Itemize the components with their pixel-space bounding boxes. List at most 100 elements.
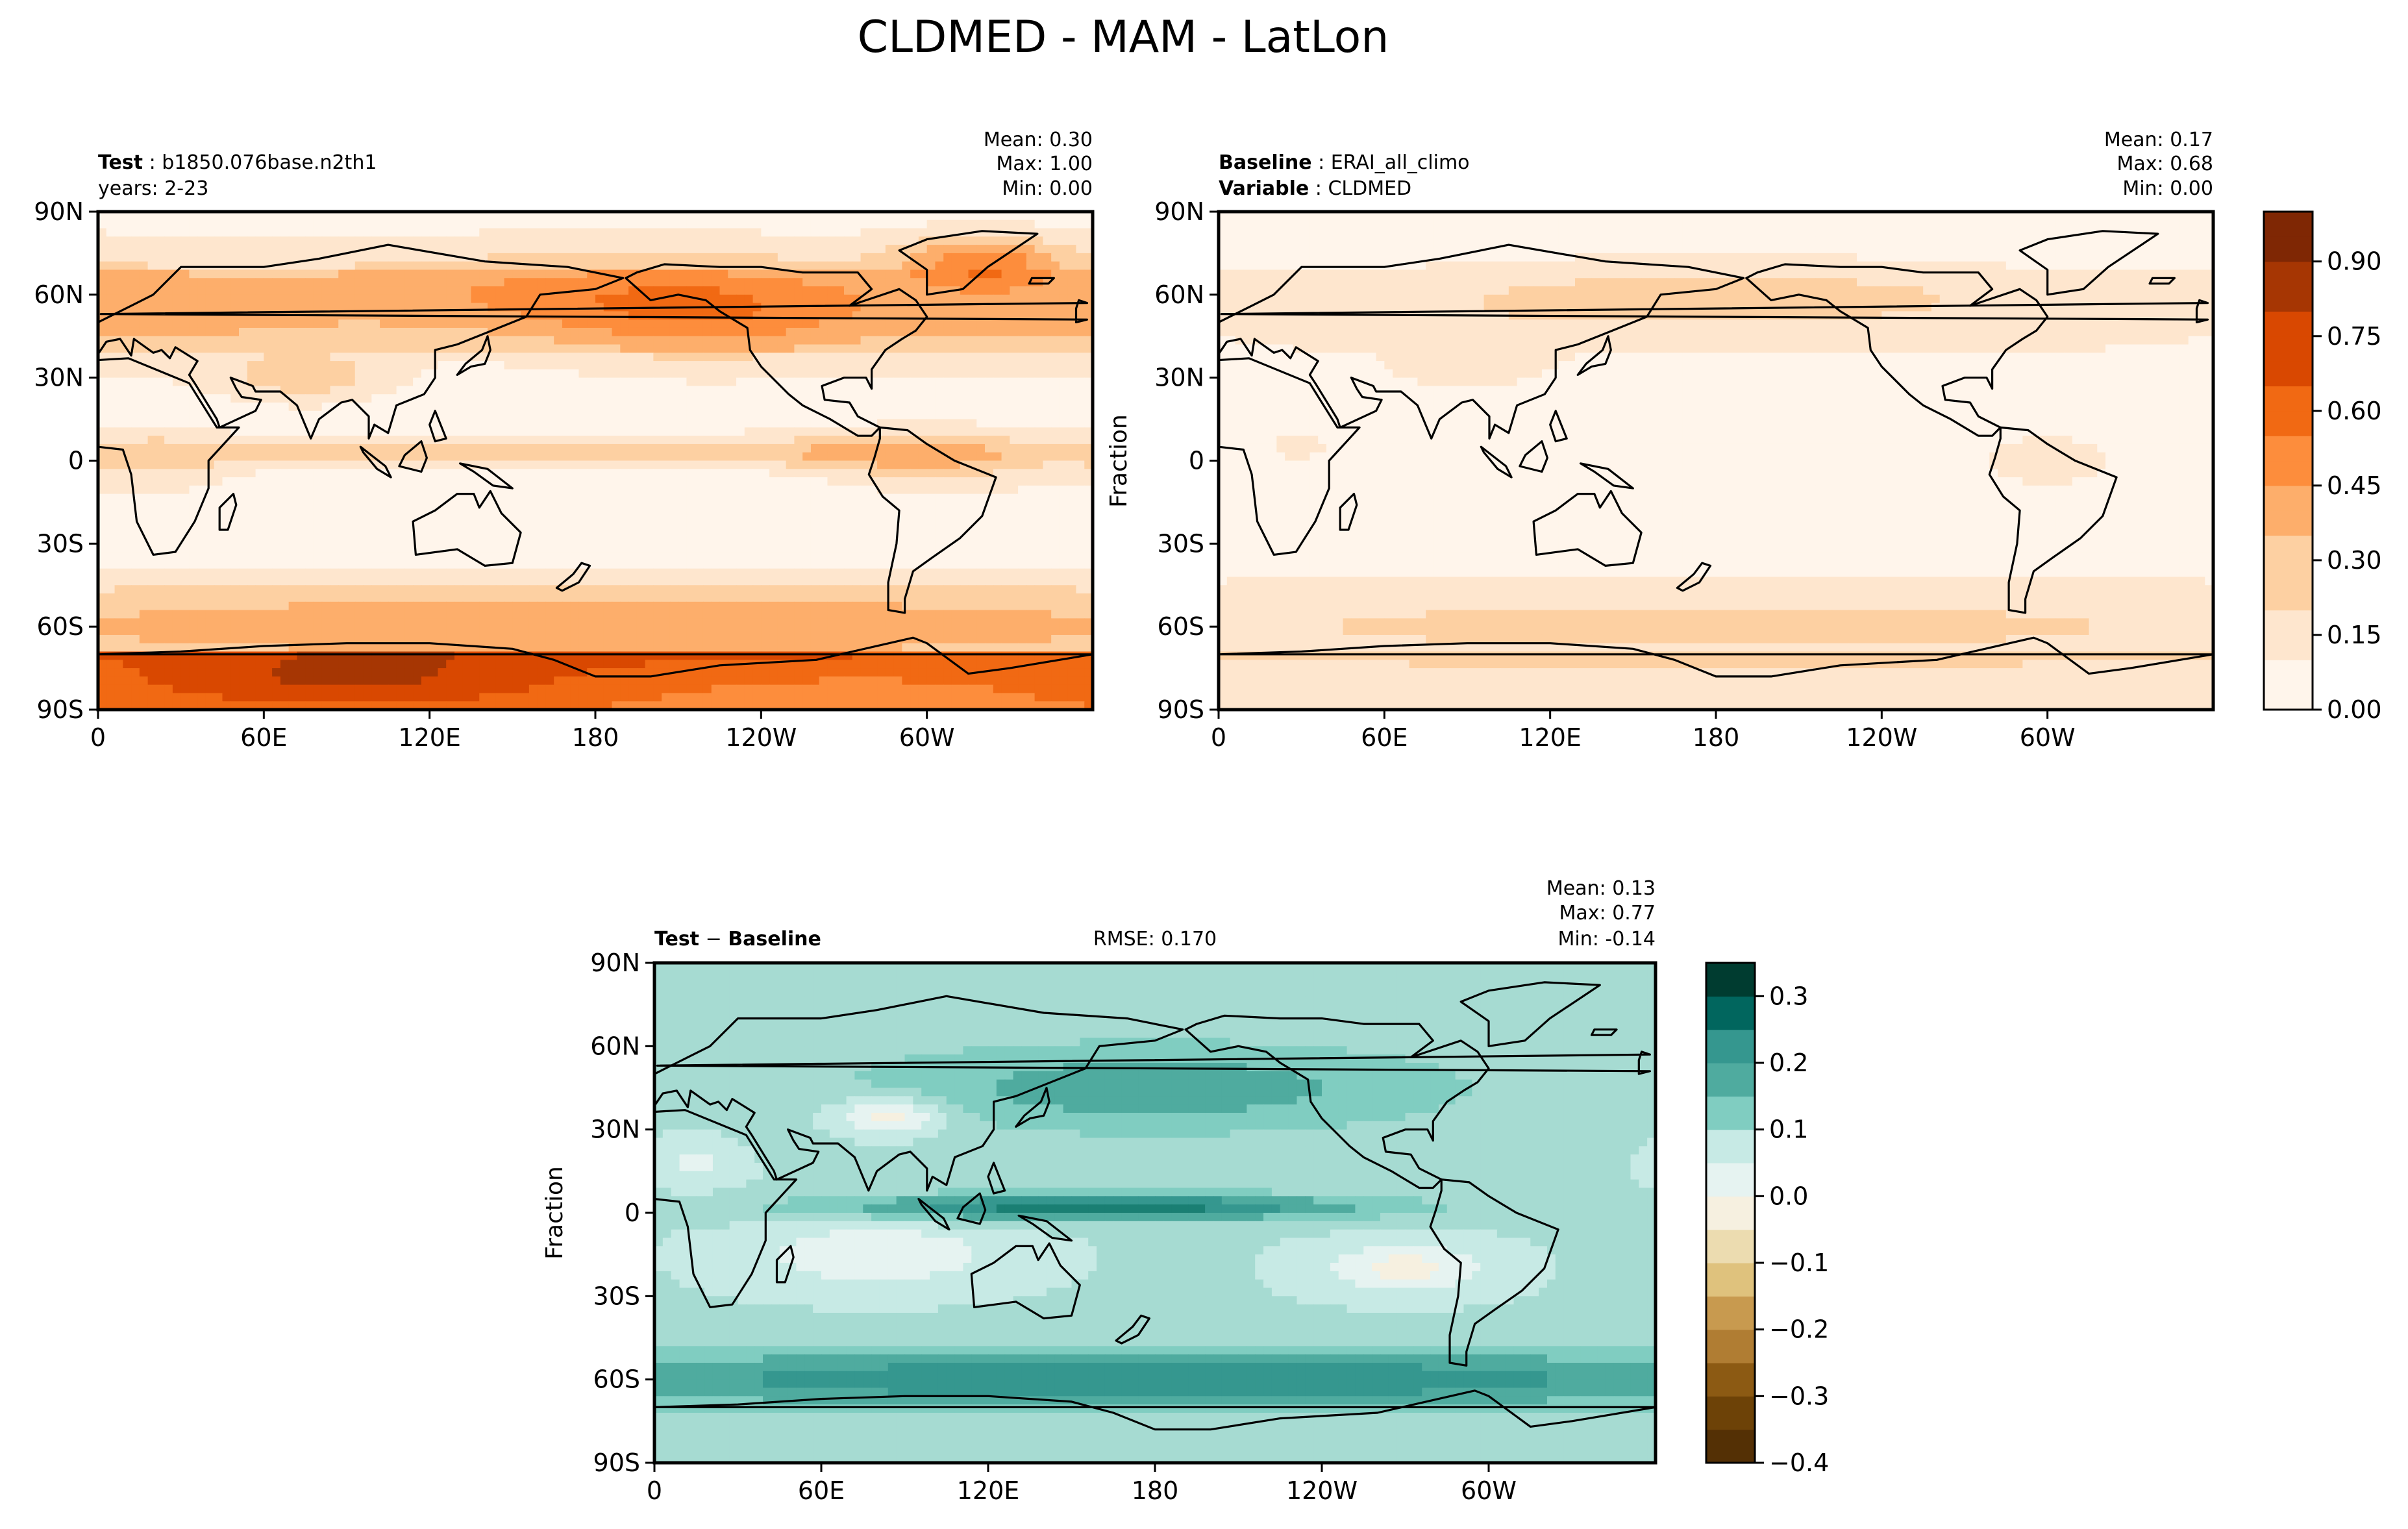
heat-cell	[247, 502, 256, 511]
heat-cell	[1051, 369, 1060, 379]
heat-cell	[462, 427, 472, 436]
heat-cell	[545, 436, 554, 445]
heat-cell	[968, 485, 977, 495]
heat-cell	[147, 527, 156, 536]
heat-cell	[612, 552, 621, 561]
heat-cell	[628, 469, 638, 478]
heat-cell	[1051, 403, 1060, 412]
heat-cell	[719, 527, 728, 536]
heat-cell	[769, 510, 778, 519]
heat-cell	[429, 460, 439, 469]
heat-cell	[388, 452, 397, 462]
heat-cell	[728, 228, 737, 237]
heat-cell	[993, 386, 1002, 395]
heat-cell	[711, 477, 721, 486]
heat-cell	[595, 361, 604, 370]
heat-cell	[363, 502, 372, 511]
heat-cell	[578, 535, 588, 544]
heat-cell	[495, 403, 505, 412]
heat-cell	[429, 477, 439, 486]
heat-cell	[280, 228, 290, 237]
heat-cell	[985, 212, 994, 221]
heat-cell	[114, 386, 123, 395]
heat-cell	[620, 443, 629, 453]
heat-cell	[769, 419, 778, 428]
heat-cell	[1059, 527, 1069, 536]
heat-cell	[98, 419, 107, 428]
heat-cell	[877, 502, 886, 511]
heat-cell	[736, 527, 745, 536]
heat-cell	[255, 294, 264, 304]
heat-cell	[595, 552, 604, 561]
heat-cell	[205, 502, 215, 511]
heat-cell	[164, 212, 173, 221]
heat-cell	[554, 518, 563, 528]
heat-cell	[1034, 294, 1043, 304]
heat-cell	[736, 278, 745, 287]
heat-cell	[528, 212, 538, 221]
heat-cell	[347, 510, 356, 519]
heat-cell	[172, 386, 182, 395]
heat-cell	[1034, 311, 1043, 320]
heat-cell	[454, 436, 464, 445]
heat-cell	[495, 460, 505, 469]
heat-cell	[147, 535, 156, 544]
heat-cell	[347, 518, 356, 528]
heat-cell	[338, 377, 347, 387]
heat-cell	[802, 261, 812, 271]
heat-cell	[1059, 236, 1069, 245]
heat-cell	[114, 403, 123, 412]
heat-cell	[678, 535, 688, 544]
heat-cell	[114, 410, 123, 420]
heat-cell	[528, 543, 538, 553]
heat-cell	[305, 369, 314, 379]
heat-cell	[197, 245, 206, 254]
heat-cell	[123, 419, 132, 428]
heat-cell	[1051, 269, 1060, 279]
heat-cell	[396, 253, 405, 262]
heat-cell	[521, 212, 530, 221]
heat-cell	[802, 469, 812, 478]
heat-cell	[570, 369, 580, 379]
heat-cell	[620, 410, 629, 420]
heat-cell	[239, 510, 248, 519]
heat-cell	[918, 510, 928, 519]
heat-cell	[114, 394, 123, 403]
heat-cell	[380, 236, 389, 245]
heat-cell	[180, 286, 190, 295]
heat-cell	[554, 485, 563, 495]
heat-cell	[769, 386, 778, 395]
heat-cell	[98, 245, 107, 254]
heat-cell	[852, 336, 862, 345]
heat-cell	[537, 543, 546, 553]
heat-cell	[205, 261, 215, 271]
heat-cell	[711, 518, 721, 528]
heat-cell	[288, 219, 297, 229]
heat-cell	[239, 353, 248, 362]
heat-cell	[951, 485, 961, 495]
heat-cell	[180, 427, 190, 436]
heat-cell	[786, 518, 795, 528]
heat-cell	[612, 253, 621, 262]
heat-cell	[777, 219, 787, 229]
heat-cell	[976, 452, 986, 462]
heat-cell	[347, 269, 356, 279]
heat-cell	[985, 219, 994, 229]
heat-cell	[164, 236, 173, 245]
heat-cell	[769, 427, 778, 436]
heat-cell	[669, 410, 679, 420]
heat-cell	[827, 327, 836, 337]
heat-cell	[280, 493, 290, 503]
heat-cell	[562, 369, 571, 379]
heat-cell	[429, 535, 439, 544]
heat-cell	[902, 261, 911, 271]
heat-cell	[736, 286, 745, 295]
heat-cell	[222, 344, 231, 353]
heat-cell	[827, 518, 836, 528]
heat-cell	[114, 369, 123, 379]
heat-cell	[836, 278, 845, 287]
heat-cell	[612, 286, 621, 295]
heat-cell	[504, 427, 513, 436]
heat-cell	[678, 344, 688, 353]
heat-cell	[678, 369, 688, 379]
